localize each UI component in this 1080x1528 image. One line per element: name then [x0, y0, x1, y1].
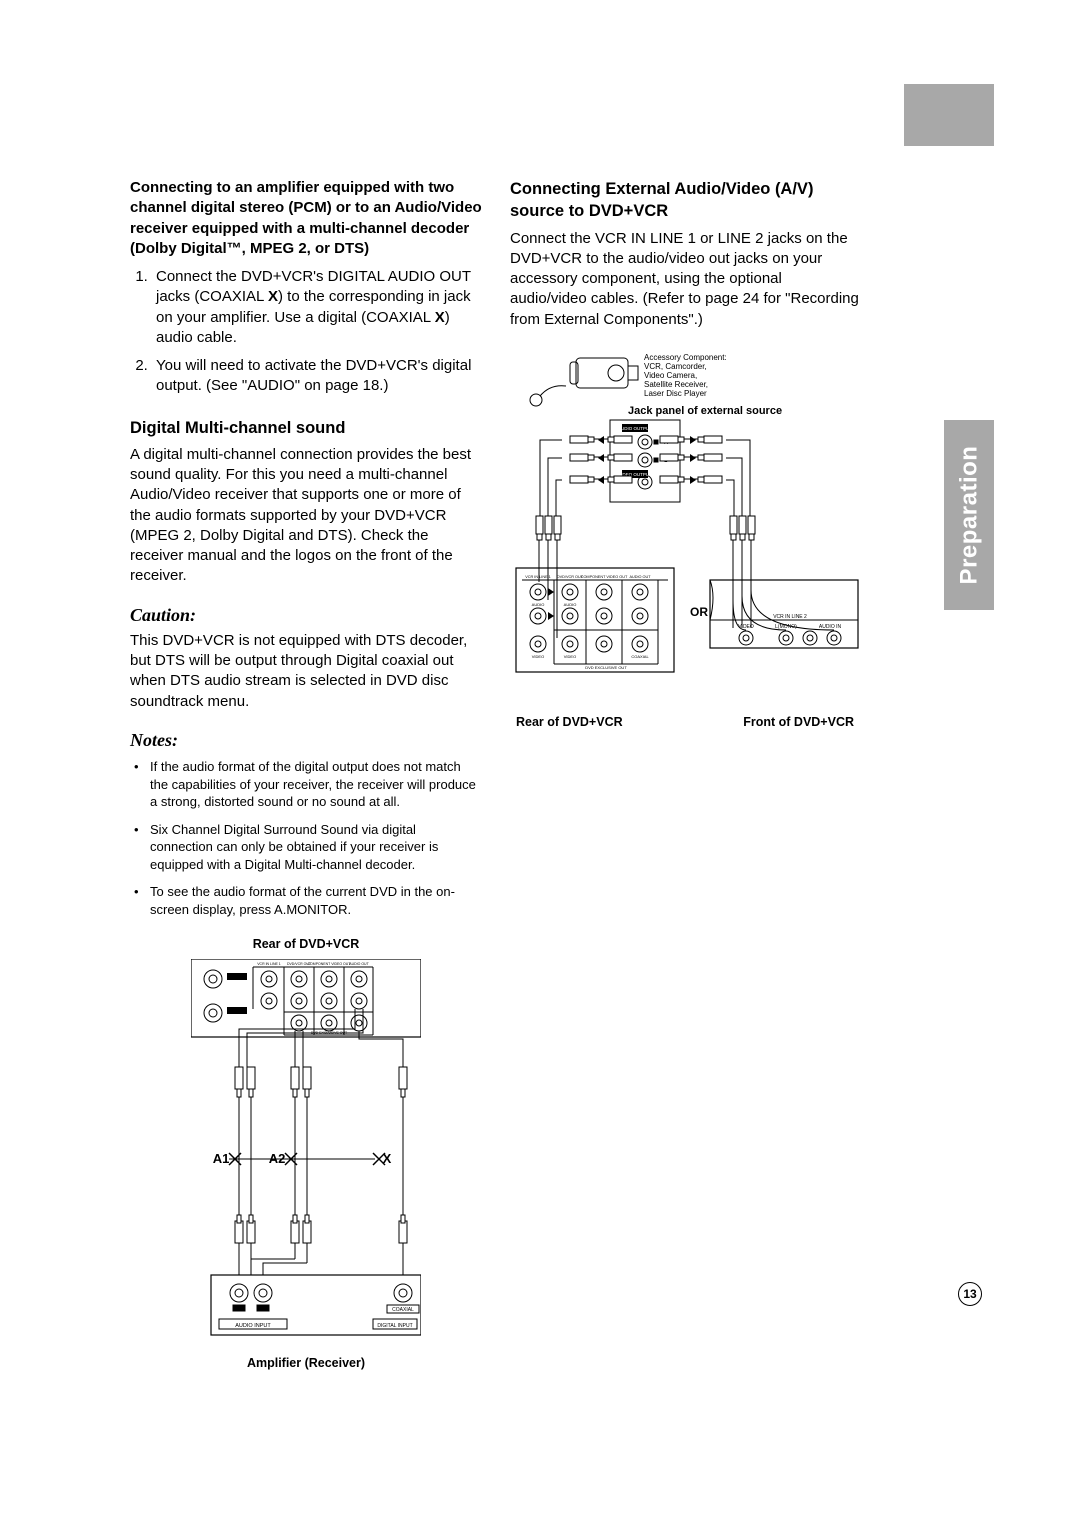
section-tab: Preparation — [944, 420, 994, 610]
label-or: OR — [690, 605, 708, 619]
steps-list: Connect the DVD+VCR's DIGITAL AUDIO OUT … — [152, 267, 482, 397]
acc-text: Accessory Component:VCR, Camcorder,Video… — [644, 353, 727, 398]
svg-lbl-compvideo: COMPONENT VIDEO OUT — [308, 962, 352, 966]
paragraph-caution: This DVD+VCR is not equipped with DTS de… — [130, 631, 482, 712]
svg-audio-input: AUDIO INPUT — [235, 1323, 271, 1329]
svg-r-vcrin: VCR IN LINE 1 — [525, 575, 551, 579]
section-tab-label: Preparation — [955, 446, 983, 585]
heading-notes: Notes: — [130, 728, 482, 752]
svg-audio-output: AUDIO OUTPUT — [618, 426, 652, 431]
svg-lbl-vcrin: VCR IN LINE 1 — [257, 962, 281, 966]
svg-r-compvideo: COMPONENT VIDEO OUT — [581, 575, 628, 579]
intro-heading: Connecting to an amplifier equipped with… — [130, 178, 482, 259]
cap-rear: Rear of DVD+VCR — [516, 714, 623, 731]
page-content: Connecting to an amplifier equipped with… — [130, 178, 860, 1372]
svg-r-audio2: AUDIO — [564, 602, 577, 607]
svg-r-dvdvcrout: DVD/VCR OUT — [557, 575, 584, 579]
heading-caution: Caution: — [130, 603, 482, 627]
heading-connect-ext: Connecting External Audio/Video (A/V) so… — [510, 178, 860, 223]
svg-r-audioout: AUDIO OUT — [629, 575, 651, 579]
svg-r-video: VIDEO — [532, 654, 544, 659]
right-column: Connecting External Audio/Video (A/V) so… — [510, 178, 860, 1372]
notes-list: If the audio format of the digital outpu… — [130, 758, 482, 918]
paragraph-connect-ext: Connect the VCR IN LINE 1 or LINE 2 jack… — [510, 229, 860, 330]
external-av-diagram-svg: Accessory Component:VCR, Camcorder,Video… — [510, 348, 860, 708]
paragraph-digital: A digital multi-channel connection provi… — [130, 445, 482, 587]
svg-r-coaxial: COAXIAL — [631, 654, 649, 659]
svg-f-video: VIDEO — [738, 624, 754, 630]
svg-r-audio: AUDIO — [532, 602, 545, 607]
step-2: You will need to activate the DVD+VCR's … — [152, 356, 482, 397]
left-column: Connecting to an amplifier equipped with… — [130, 178, 482, 1372]
svg-r-dvdexcl: DVD EXCLUSIVE OUT — [585, 665, 627, 670]
cap-jack: Jack panel of external source — [628, 405, 782, 417]
label-a1: A1 — [213, 1151, 230, 1166]
cap-front: Front of DVD+VCR — [743, 714, 854, 731]
note-3: To see the audio format of the current D… — [130, 883, 482, 918]
note-2: Six Channel Digital Surround Sound via d… — [130, 821, 482, 874]
heading-digital: Digital Multi-channel sound — [130, 417, 482, 439]
svg-f-audioin: AUDIO IN — [819, 624, 842, 630]
svg-r-video2: VIDEO — [564, 654, 576, 659]
gray-decor-top — [904, 84, 994, 146]
note-1: If the audio format of the digital outpu… — [130, 758, 482, 811]
right-diagram-captions: Rear of DVD+VCR Front of DVD+VCR — [510, 714, 860, 731]
right-diagram: Accessory Component:VCR, Camcorder,Video… — [510, 348, 860, 731]
svg-coaxial: COAXIAL — [392, 1307, 414, 1313]
svg-lbl-audioout: AUDIO OUT — [349, 962, 369, 966]
svg-f-line2: VCR IN LINE 2 — [773, 614, 807, 620]
left-diagram: Rear of DVD+VCR VCR IN LINE 1 DVD/VCR OU… — [130, 936, 482, 1372]
svg-digital-input: DIGITAL INPUT — [377, 1323, 412, 1329]
step-1: Connect the DVD+VCR's DIGITAL AUDIO OUT … — [152, 267, 482, 348]
left-diagram-caption-top: Rear of DVD+VCR — [253, 936, 360, 953]
left-diagram-caption-bottom: Amplifier (Receiver) — [247, 1355, 365, 1372]
page-number: 13 — [958, 1282, 982, 1306]
amplifier-diagram-svg: VCR IN LINE 1 DVD/VCR OUT COMPONENT VIDE… — [191, 959, 421, 1349]
